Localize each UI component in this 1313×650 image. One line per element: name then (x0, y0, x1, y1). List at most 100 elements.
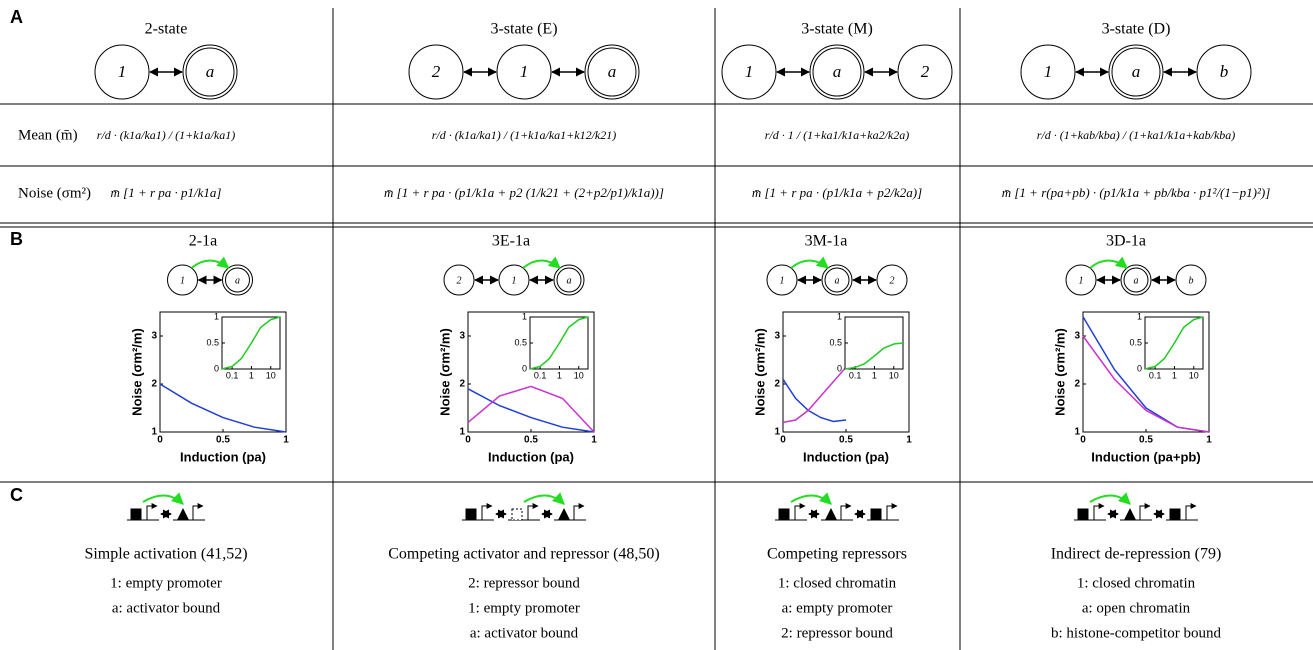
x-tick-label: 0.1 (1149, 371, 1162, 381)
x-tick-label: 1 (906, 435, 912, 446)
y-tick-label: 0 (837, 363, 842, 373)
state-label: 1 (745, 62, 754, 81)
activation-arrow (1090, 261, 1127, 269)
state-label: a (608, 62, 617, 81)
state-label: 2 (921, 62, 930, 81)
activation-arrow (791, 495, 831, 504)
x-tick-label: 1 (1172, 371, 1177, 381)
x-axis-label: Induction (pa) (803, 449, 889, 464)
y-tick-label: 2 (459, 379, 465, 390)
promoter-arrow (841, 506, 851, 520)
factor (177, 508, 189, 520)
mechanism: Competing activator and repressor (48,50… (388, 546, 659, 563)
state-label: 1 (780, 275, 785, 286)
state-label: a (1134, 275, 1139, 286)
y-tick-label: 2 (774, 379, 780, 390)
x-tick-label: 0.1 (849, 371, 862, 381)
y-tick-label: 1 (1074, 427, 1080, 438)
state-label: b (1189, 275, 1194, 286)
x-axis-label: Induction (pa+pb) (1091, 449, 1200, 464)
state-label: a (833, 62, 842, 81)
state-label: a (206, 62, 215, 81)
state-label: 1 (1079, 275, 1084, 286)
state-label: 1 (520, 62, 529, 81)
noise-formula: m̄ [1 + r pa · (p1/k1a + p2/k2a)] (752, 185, 922, 200)
y-tick-label: 2 (1074, 379, 1080, 390)
x-tick-label: 0 (1080, 435, 1086, 446)
state-model-title: 2-state (145, 21, 188, 38)
promoter-arrow (193, 506, 203, 520)
y-tick-label: 1 (1137, 311, 1142, 321)
state-description: 1: empty promoter (468, 600, 580, 616)
state-label: a (1132, 62, 1141, 81)
state-model-title: 3-state (E) (490, 21, 557, 38)
row-label: Noise (σm²) (18, 185, 91, 201)
factor (558, 508, 570, 520)
y-tick-label: 2 (151, 379, 157, 390)
promoter-arrow (147, 506, 157, 520)
state-label: a (235, 275, 240, 286)
x-tick-label: 0.1 (534, 371, 547, 381)
state-label: 2 (432, 62, 441, 81)
mean-formula: r/d · (k1a/ka1) / (1+k1a/ka1) (97, 128, 235, 142)
mechanism: Competing repressors (767, 546, 907, 563)
state-label: 1 (512, 275, 517, 286)
factor (512, 509, 522, 520)
state-label: 1 (180, 275, 185, 286)
state-description: 2: repressor bound (781, 625, 893, 641)
state-description: a: activator bound (470, 625, 579, 641)
activation-arrow (791, 261, 828, 269)
x-axis-label: Induction (pa) (488, 449, 574, 464)
promoter-arrow (1094, 506, 1104, 520)
x-tick-label: 1 (283, 435, 289, 446)
y-tick-label: 0.5 (514, 337, 527, 347)
x-tick-label: 0.5 (1139, 435, 1153, 446)
y-tick-label: 1 (151, 427, 157, 438)
state-description: 1: closed chromatin (778, 575, 897, 591)
factor (825, 508, 837, 520)
activation-arrow (1090, 495, 1130, 504)
factor (871, 509, 881, 520)
state-description: 2: repressor bound (468, 575, 580, 591)
promoter-arrow (1186, 506, 1196, 520)
y-axis-label: Noise (σm²/m) (129, 328, 144, 416)
factor (1124, 508, 1136, 520)
state-model-title: 3-state (M) (801, 21, 873, 38)
state-label: b (1220, 62, 1229, 81)
y-tick-label: 0.5 (1129, 337, 1142, 347)
plot-title: 3D-1a (1106, 233, 1146, 250)
y-tick-label: 0.5 (206, 337, 219, 347)
y-tick-label: 3 (1074, 331, 1080, 342)
factor (1170, 509, 1180, 520)
y-axis-label: Noise (σm²/m) (437, 328, 452, 416)
state-description: 1: closed chromatin (1077, 575, 1196, 591)
panel-label: A (10, 7, 23, 27)
x-tick-label: 1 (591, 435, 597, 446)
y-axis-label: Noise (σm²/m) (752, 328, 767, 416)
plot-title: 2-1a (189, 233, 217, 250)
y-tick-label: 3 (459, 331, 465, 342)
x-tick-label: 0.5 (216, 435, 230, 446)
state-description: 1: empty promoter (110, 575, 222, 591)
x-tick-label: 0.5 (839, 435, 853, 446)
figure: A B C Mean (m̄) Noise (σm²) 2-state1ar/d… (0, 0, 1313, 650)
x-tick-label: 1 (557, 371, 562, 381)
panel-label: B (10, 229, 23, 249)
state-description: a: empty promoter (782, 600, 893, 616)
y-tick-label: 0 (214, 363, 219, 373)
state-description: a: open chromatin (1082, 600, 1191, 616)
factor (779, 509, 789, 520)
activation-arrow (192, 261, 229, 269)
promoter-arrow (482, 506, 492, 520)
plot-title: 3E-1a (492, 233, 530, 250)
y-tick-label: 1 (522, 311, 527, 321)
state-label: a (835, 275, 840, 286)
state-label: a (567, 275, 572, 286)
x-tick-label: 0.1 (226, 371, 239, 381)
state-label: 1 (118, 62, 127, 81)
state-description: b: histone-competitor bound (1051, 625, 1221, 641)
mean-formula: r/d · (1+kab/kba) / (1+ka1/k1a+kab/kba) (1037, 128, 1236, 142)
y-tick-label: 3 (151, 331, 157, 342)
y-tick-label: 0 (1137, 363, 1142, 373)
x-tick-label: 10 (574, 371, 584, 381)
